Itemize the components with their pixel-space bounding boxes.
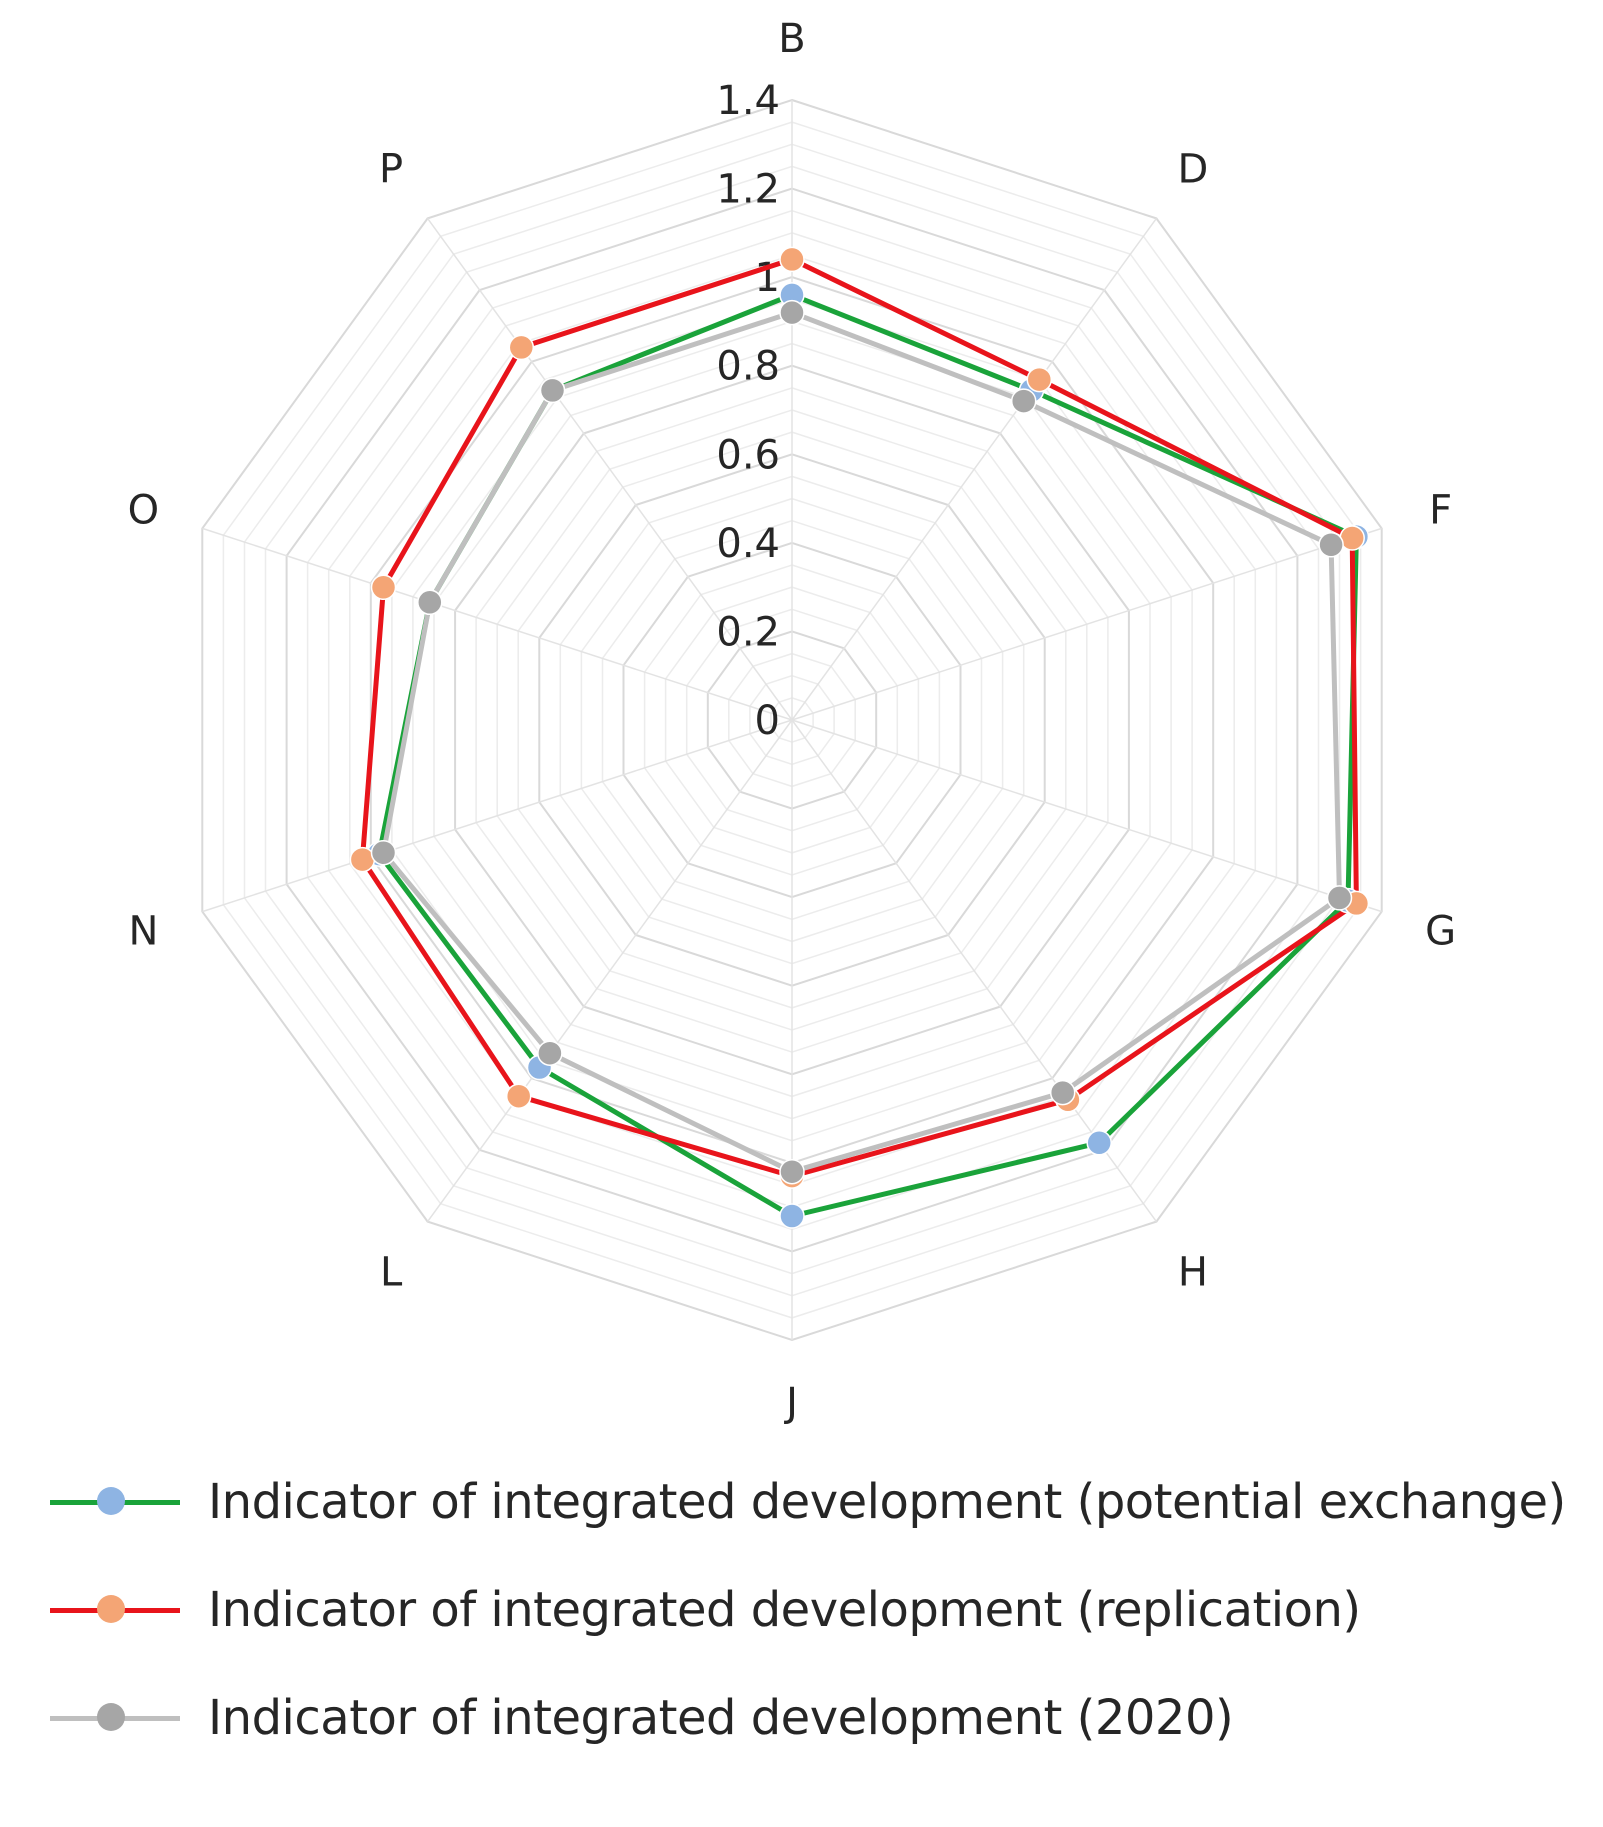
tick-label: 1.2 (716, 167, 780, 213)
axis-spoke (426, 217, 793, 721)
series-marker (779, 1158, 805, 1185)
category-label: G (1425, 909, 1456, 955)
category-label: P (379, 146, 403, 192)
category-label: B (778, 16, 805, 62)
axis-spoke (202, 719, 793, 913)
legend-swatch (50, 1590, 200, 1630)
legend-label: Indicator of integrated development (202… (208, 1690, 1234, 1746)
tick-label: 0.2 (716, 609, 780, 655)
series-marker (1339, 525, 1365, 551)
legend-marker (97, 1703, 125, 1731)
legend: Indicator of integrated development (pot… (50, 1470, 1566, 1794)
tick-label: 0.8 (716, 344, 780, 390)
legend-label: Indicator of integrated development (pot… (208, 1474, 1566, 1530)
category-label: N (128, 909, 158, 955)
axis-spoke (791, 527, 1382, 721)
legend-marker (97, 1487, 125, 1515)
series-marker (1086, 1130, 1112, 1156)
legend-swatch (50, 1482, 200, 1522)
category-label: J (783, 1380, 798, 1426)
legend-item: Indicator of integrated development (rep… (50, 1578, 1566, 1642)
tick-label: 1.4 (716, 78, 780, 124)
series-marker (1326, 885, 1353, 911)
axis-spoke (426, 719, 793, 1223)
axis-spoke (202, 527, 793, 721)
tick-label: 0.6 (716, 432, 780, 478)
tick-label: 0 (755, 698, 780, 744)
series-marker (417, 589, 443, 616)
series-marker (779, 246, 805, 273)
legend-item: Indicator of integrated development (pot… (50, 1470, 1566, 1534)
category-label: D (1177, 146, 1208, 192)
tick-label: 0.4 (716, 521, 780, 567)
series-marker (1318, 532, 1344, 558)
radar-axes (202, 100, 1382, 1340)
series-marker (779, 1203, 805, 1229)
axis-spoke (791, 217, 1158, 721)
category-label: L (380, 1250, 403, 1296)
series-marker (779, 299, 805, 326)
series-marker (537, 1040, 563, 1066)
series-marker (1010, 388, 1037, 414)
axis-spoke (791, 719, 1382, 913)
series-marker (1026, 366, 1053, 393)
legend-label: Indicator of integrated development (rep… (208, 1582, 1361, 1638)
series-marker (370, 574, 397, 601)
series-marker (508, 334, 535, 361)
category-label: O (128, 487, 159, 533)
series-marker (1049, 1079, 1076, 1106)
series-marker (505, 1083, 532, 1109)
data-series (349, 246, 1370, 1229)
category-label: F (1429, 487, 1452, 533)
legend-swatch (50, 1698, 200, 1738)
series-marker (539, 377, 566, 404)
category-label: H (1178, 1250, 1208, 1296)
legend-item: Indicator of integrated development (202… (50, 1686, 1566, 1750)
radial-tick-labels: 00.20.40.60.811.21.4 (716, 78, 780, 744)
series-marker (370, 839, 397, 866)
category-labels: B D F G H J L N O P (128, 16, 1456, 1426)
series-marker (349, 846, 376, 873)
legend-marker (97, 1595, 125, 1623)
